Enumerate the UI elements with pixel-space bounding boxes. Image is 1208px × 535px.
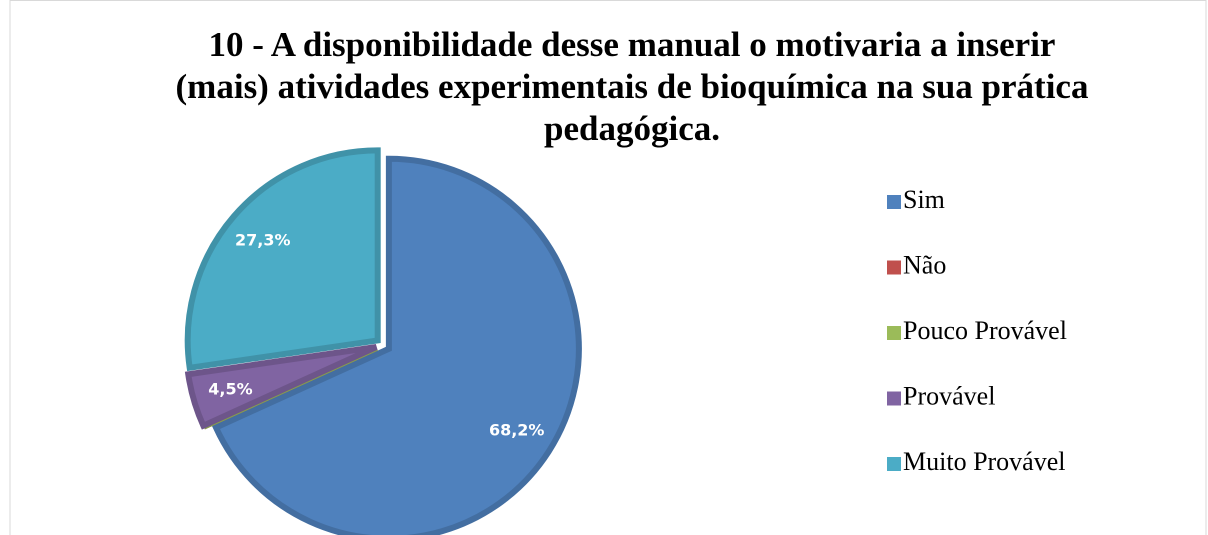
- data-label: 27,3%: [235, 230, 291, 249]
- legend-swatch: [887, 326, 901, 340]
- pie-slice: [184, 344, 378, 430]
- pie-slice: [211, 155, 582, 535]
- pie-slice: [184, 147, 381, 372]
- data-label: 4,5%: [208, 379, 252, 398]
- legend-swatch: [887, 457, 901, 471]
- chart-title: 10 - A disponibilidade desse manual o mo…: [175, 25, 1089, 148]
- legend-label: Pouco Provável: [903, 316, 1067, 345]
- legend-label: Provável: [903, 381, 995, 410]
- legend-label: Não: [903, 250, 946, 279]
- data-label: 68,2%: [489, 421, 545, 440]
- legend-swatch: [887, 195, 901, 209]
- legend-swatch: [887, 260, 901, 275]
- legend-label: Sim: [903, 185, 945, 214]
- legend-swatch: [887, 391, 901, 406]
- chart-border: [9, 0, 1207, 535]
- legend-label: Muito Provável: [903, 447, 1066, 476]
